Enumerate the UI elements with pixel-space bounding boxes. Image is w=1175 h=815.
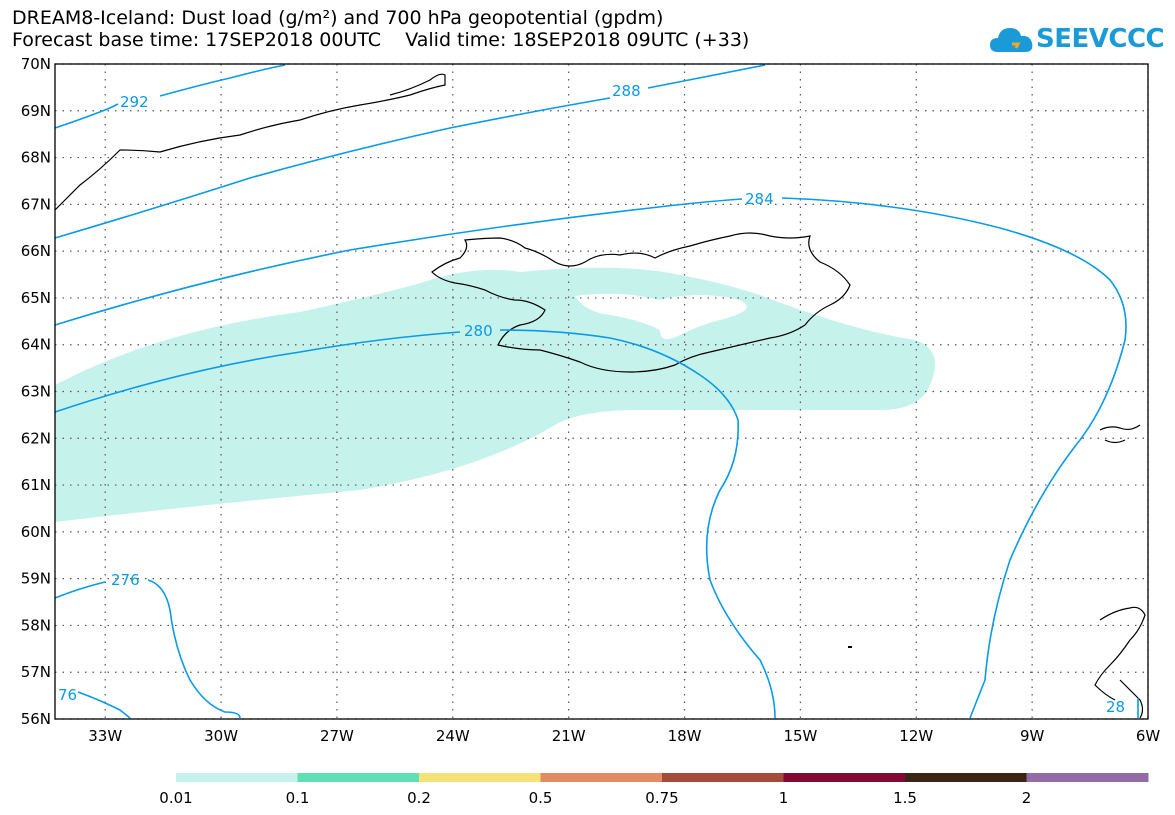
colorbar-tick-label: 2 [1022,789,1032,807]
faroe-islands [1099,424,1141,444]
geopotential-contours [54,64,1139,719]
lat-label: 68N [21,149,51,167]
lat-label: 66N [21,242,51,260]
latitude-labels: 70N 69N 68N 67N 66N 65N 64N 63N 62N 61N 60N 59N 58N 5… [21,55,51,728]
contour-label: 28 [1106,698,1125,716]
longitude-labels: 33W 30W 27W 24W 21W 18W 15W 12W 9W 6W [88,727,1160,745]
dust-load-area [55,267,935,522]
contour-288 [54,64,766,239]
coastlines [54,73,1146,719]
contour-label: 76 [58,686,77,704]
map-title: DREAM8-Iceland: Dust load (g/m²) and 700… [12,7,664,29]
contour-280 [54,329,776,719]
logo-text: SEEVCCC [1036,24,1165,54]
forecast-times: Forecast base time: 17SEP2018 00UTC Vali… [12,29,750,51]
colorbar-tick-label: 0.75 [645,789,678,807]
contour-292 [54,64,286,129]
lat-label: 64N [21,336,51,354]
lon-label: 24W [436,727,470,745]
scotland-coast [1094,606,1146,719]
lat-label: 70N [21,55,51,73]
colorbar-swatch [419,773,541,782]
lat-label: 61N [21,476,51,494]
lon-label: 9W [1020,727,1045,745]
lat-label: 63N [21,383,51,401]
cloud-icon [990,28,1033,52]
lon-label: 18W [668,727,702,745]
colorbar-swatch [783,773,906,782]
colorbar-tick-label: 1.5 [893,789,917,807]
contour-276 [54,579,241,719]
contour-label: 284 [745,190,774,208]
lon-label: 30W [204,727,238,745]
colorbar-swatch [176,773,298,782]
lon-label: 15W [783,727,817,745]
lat-label: 67N [21,195,51,213]
colorbar-swatch [905,773,1027,782]
colorbar-swatch [662,773,784,782]
lat-label: 69N [21,102,51,120]
colorbar-labels: 0.01 0.1 0.2 0.5 0.75 1 1.5 2 [159,789,1031,807]
dust-free-area [575,293,747,339]
lon-label: 21W [552,727,586,745]
contour-label: 292 [120,93,149,111]
colorbar-tick-label: 0.2 [407,789,431,807]
colorbar-tick-label: 0.1 [286,789,310,807]
contour-label: 288 [612,82,641,100]
lat-label: 56N [21,710,51,728]
colorbar-swatch [540,773,663,782]
lat-label: 59N [21,570,51,588]
contour-label: 280 [464,322,493,340]
lon-label: 27W [320,727,354,745]
lon-label: 12W [899,727,933,745]
colorbar [176,773,1149,782]
seevccc-logo: SEEVCCC [988,22,1168,58]
lat-label: 62N [21,429,51,447]
colorbar-tick-label: 0.01 [159,789,192,807]
lat-label: 60N [21,523,51,541]
colorbar-swatch [297,773,420,782]
colorbar-tick-label: 0.5 [529,789,553,807]
lon-label: 6W [1136,727,1161,745]
colorbar-tick-label: 1 [779,789,789,807]
lon-label: 33W [88,727,122,745]
lat-label: 57N [21,663,51,681]
contour-label: 276 [111,571,140,589]
map-frame [54,63,1149,720]
colorbar-swatch [1026,773,1149,782]
contour-76 [77,691,131,719]
contour-284 [54,197,1127,719]
iceland-coast [431,232,851,373]
contour-labels: 292 288 284 280 276 76 28 [58,82,1125,716]
lat-label: 65N [21,289,51,307]
greenland-coast [54,73,446,211]
lat-label: 58N [21,616,51,634]
